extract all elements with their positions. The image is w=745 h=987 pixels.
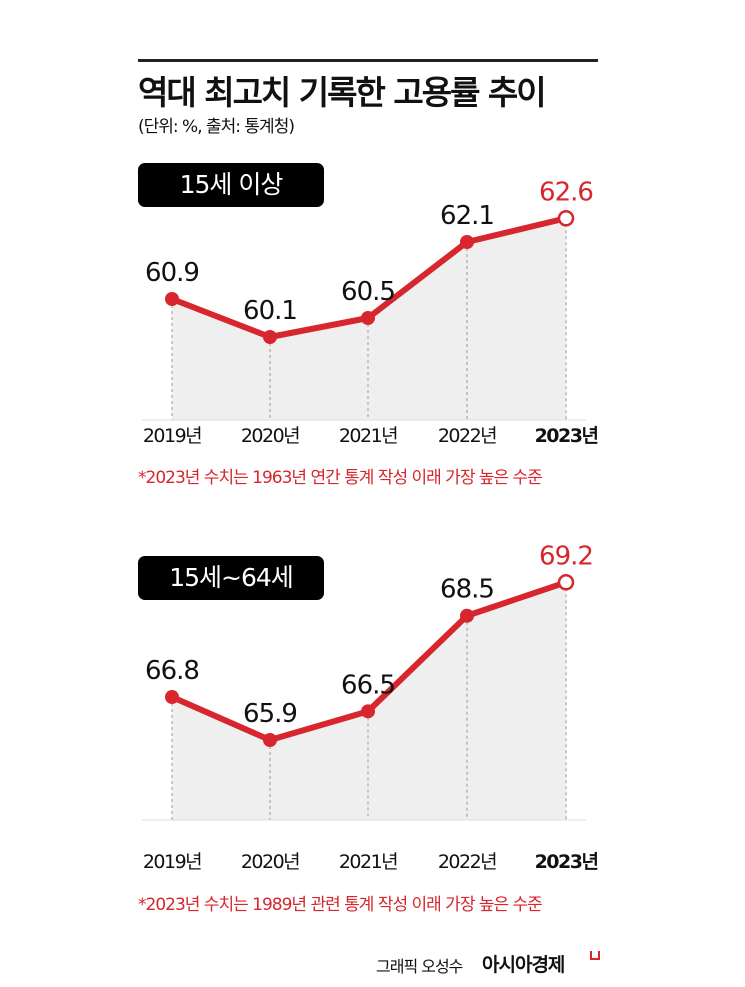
chart-1-data-label: 60.5 [341, 277, 395, 307]
chart-1-data-label: 62.1 [440, 201, 494, 231]
chart-2-data-label: 69.2 [539, 541, 593, 571]
chart-2-x-tick-label: 2022년 [438, 851, 496, 873]
chart-1-x-tick-label: 2023년 [535, 425, 598, 447]
chart-1-data-label: 60.9 [145, 258, 199, 288]
chart-1-data-label: 62.6 [539, 177, 593, 207]
chart-2-title-badge: 15세~64세 [138, 556, 324, 600]
title-rule [138, 59, 598, 62]
brand-logo: 아시아경제 [482, 954, 565, 976]
chart-2-point [263, 733, 277, 748]
chart-1-data-label: 60.1 [243, 296, 297, 326]
chart-1-x-tick-label: 2019년 [143, 425, 201, 447]
chart-2-note: *2023년 수치는 1989년 관련 통계 작성 이래 가장 높은 수준 [138, 895, 543, 915]
chart-2-point [460, 608, 474, 623]
chart-1-title-badge: 15세 이상 [138, 163, 324, 207]
chart-1-point [557, 210, 575, 227]
chart-2-x-tick-label: 2023년 [535, 851, 598, 873]
chart-2-x-tick-label: 2019년 [143, 851, 201, 873]
chart-1-point [263, 330, 277, 344]
chart-2-point [361, 704, 375, 719]
chart-1-note: *2023년 수치는 1963년 연간 통계 작성 이래 가장 높은 수준 [138, 468, 543, 488]
chart-2-data-label: 66.5 [341, 670, 395, 700]
chart-2-data-label: 68.5 [440, 575, 494, 605]
chart-1-point [361, 311, 375, 325]
chart-2-point [165, 690, 179, 704]
chart-1-x-tick-label: 2020년 [241, 425, 299, 447]
chart-1-x-tick-label: 2021년 [339, 425, 397, 447]
brand-mark-icon [590, 951, 600, 960]
chart-1-point [460, 235, 474, 249]
graphic-credit: 그래픽 오성수 [376, 957, 463, 976]
chart-1-x-tick-label: 2022년 [438, 425, 496, 447]
chart-2-data-label: 65.9 [243, 699, 297, 729]
chart-2-point [557, 574, 575, 591]
chart-2-area [172, 582, 566, 820]
chart-2-x-tick-label: 2020년 [241, 851, 299, 873]
page-title: 역대 최고치 기록한 고용률 추이 [138, 73, 547, 112]
chart-2-x-tick-label: 2021년 [339, 851, 397, 873]
chart-1-point [165, 292, 179, 306]
subtitle: (단위: %, 출처: 통계청) [138, 117, 295, 137]
chart-2-data-label: 66.8 [145, 656, 199, 686]
